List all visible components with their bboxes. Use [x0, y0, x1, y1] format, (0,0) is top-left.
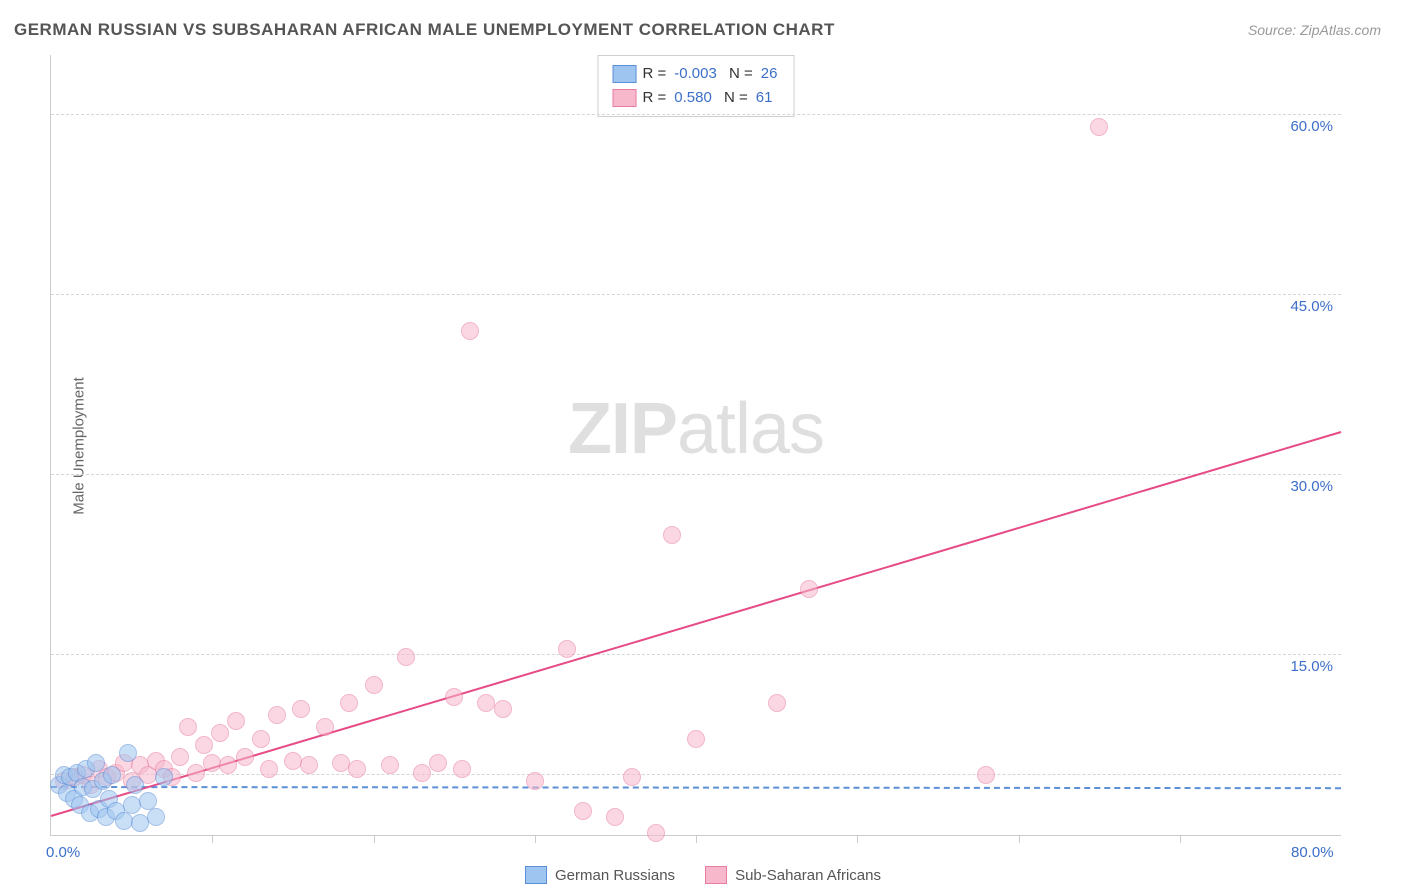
y-tick-label: 30.0%: [1290, 478, 1333, 495]
data-point: [365, 676, 383, 694]
series-legend: German Russians Sub-Saharan Africans: [525, 866, 881, 884]
x-tick: [535, 835, 536, 843]
data-point: [606, 808, 624, 826]
x-tick: [696, 835, 697, 843]
x-tick: [374, 835, 375, 843]
correlation-legend: R = -0.003 N = 26 R = 0.580 N = 61: [598, 55, 795, 117]
data-point: [397, 648, 415, 666]
y-tick-label: 45.0%: [1290, 298, 1333, 315]
trend-line: [51, 786, 1341, 789]
n-value-1: 26: [759, 62, 780, 86]
data-point: [494, 700, 512, 718]
data-point: [126, 776, 144, 794]
data-point: [1090, 118, 1108, 136]
legend-row-2: R = 0.580 N = 61: [613, 86, 780, 110]
data-point: [340, 694, 358, 712]
data-point: [227, 712, 245, 730]
r-value-2: 0.580: [672, 86, 714, 110]
legend-swatch-blue: [613, 65, 637, 83]
legend-row-1: R = -0.003 N = 26: [613, 62, 780, 86]
legend-item-1: German Russians: [525, 866, 675, 884]
data-point: [179, 718, 197, 736]
data-point: [187, 764, 205, 782]
data-point: [300, 756, 318, 774]
legend-label-1: German Russians: [555, 867, 675, 884]
data-point: [429, 754, 447, 772]
data-point: [219, 756, 237, 774]
data-point: [268, 706, 286, 724]
watermark: ZIPatlas: [568, 388, 824, 470]
data-point: [195, 736, 213, 754]
data-point: [977, 766, 995, 784]
data-point: [381, 756, 399, 774]
data-point: [292, 700, 310, 718]
data-point: [87, 754, 105, 772]
data-point: [155, 768, 173, 786]
data-point: [445, 688, 463, 706]
data-point: [453, 760, 471, 778]
data-point: [526, 772, 544, 790]
legend-swatch-pink: [613, 89, 637, 107]
n-value-2: 61: [754, 86, 775, 110]
legend-label-2: Sub-Saharan Africans: [735, 867, 881, 884]
x-tick: [857, 835, 858, 843]
gridline: [51, 294, 1341, 295]
x-tick: [1019, 835, 1020, 843]
data-point: [623, 768, 641, 786]
data-point: [348, 760, 366, 778]
data-point: [119, 744, 137, 762]
gridline: [51, 654, 1341, 655]
x-tick-label: 80.0%: [1291, 844, 1334, 861]
data-point: [687, 730, 705, 748]
data-point: [647, 824, 665, 842]
data-point: [316, 718, 334, 736]
data-point: [461, 322, 479, 340]
y-tick-label: 60.0%: [1290, 118, 1333, 135]
source-attribution: Source: ZipAtlas.com: [1248, 22, 1381, 38]
data-point: [171, 748, 189, 766]
data-point: [252, 730, 270, 748]
legend-item-2: Sub-Saharan Africans: [705, 866, 881, 884]
data-point: [236, 748, 254, 766]
data-point: [574, 802, 592, 820]
x-tick: [212, 835, 213, 843]
data-point: [663, 526, 681, 544]
gridline: [51, 474, 1341, 475]
data-point: [103, 766, 121, 784]
gridline: [51, 774, 1341, 775]
gridline: [51, 114, 1341, 115]
legend-swatch-blue-bottom: [525, 866, 547, 884]
data-point: [260, 760, 278, 778]
x-tick-label: 0.0%: [46, 844, 80, 861]
scatter-plot-area: ZIPatlas R = -0.003 N = 26 R = 0.580 N =…: [50, 55, 1341, 836]
data-point: [768, 694, 786, 712]
data-point: [211, 724, 229, 742]
data-point: [147, 808, 165, 826]
x-tick: [1180, 835, 1181, 843]
r-value-1: -0.003: [672, 62, 719, 86]
data-point: [800, 580, 818, 598]
data-point: [558, 640, 576, 658]
chart-title: GERMAN RUSSIAN VS SUBSAHARAN AFRICAN MAL…: [14, 20, 835, 40]
y-tick-label: 15.0%: [1290, 658, 1333, 675]
data-point: [413, 764, 431, 782]
legend-swatch-pink-bottom: [705, 866, 727, 884]
